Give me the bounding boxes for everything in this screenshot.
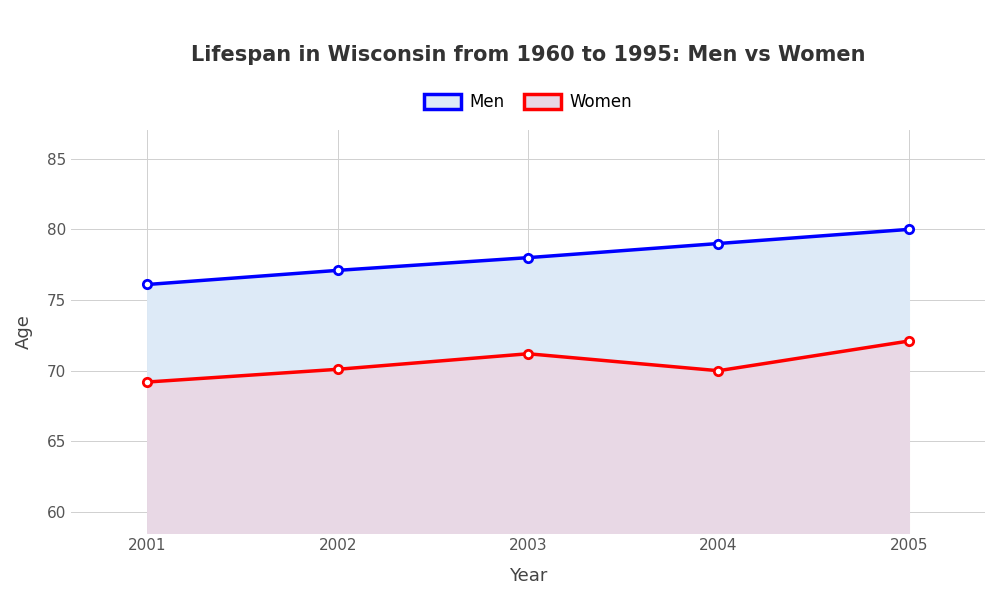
Title: Lifespan in Wisconsin from 1960 to 1995: Men vs Women: Lifespan in Wisconsin from 1960 to 1995:… <box>191 45 865 65</box>
Y-axis label: Age: Age <box>15 314 33 349</box>
X-axis label: Year: Year <box>509 567 547 585</box>
Legend: Men, Women: Men, Women <box>418 86 639 118</box>
